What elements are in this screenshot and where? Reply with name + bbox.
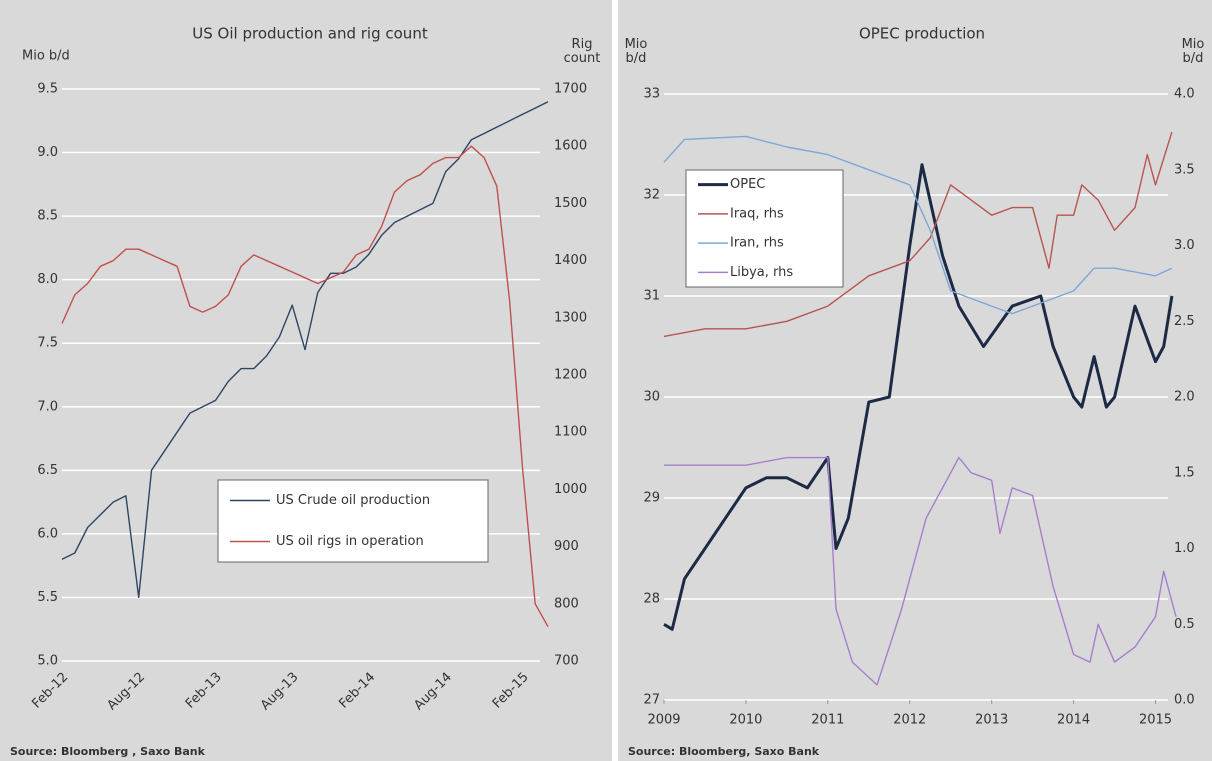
series-line — [61, 145, 549, 628]
series-line — [663, 135, 1173, 315]
x-tick-label: 2013 — [975, 713, 1008, 728]
x-tick-label: 2012 — [893, 713, 926, 728]
x-tick-label: 2011 — [811, 713, 844, 728]
y2-tick-label: 0.5 — [1174, 617, 1195, 632]
legend-label: US oil rigs in operation — [276, 534, 424, 549]
y2-tick-label: 2.5 — [1174, 314, 1195, 329]
y-tick-label: 8.5 — [37, 209, 58, 224]
x-tick-label: 2009 — [647, 713, 680, 728]
source: Source: Bloomberg, Saxo Bank — [628, 745, 820, 758]
y-tick-label: 30 — [643, 390, 660, 405]
y2-axis-label: Mio b/d — [1182, 37, 1205, 66]
y2-tick-label: 1.0 — [1174, 541, 1195, 556]
y2-tick-label: 4.0 — [1174, 87, 1195, 102]
legend — [217, 479, 489, 563]
source: Source: Bloomberg , Saxo Bank — [10, 745, 206, 758]
y2-tick-label: 1500 — [554, 196, 587, 211]
legend — [685, 169, 844, 288]
y-tick-label: 29 — [643, 491, 660, 506]
y-tick-label: 32 — [643, 188, 660, 203]
y-tick-label: 33 — [643, 87, 660, 102]
series-line — [663, 131, 1173, 338]
series-line — [664, 456, 1177, 686]
y-tick-label: 27 — [643, 693, 660, 708]
y2-tick-label: 1600 — [554, 139, 587, 154]
legend-label: US Crude oil production — [276, 493, 430, 508]
y2-tick-label: 1000 — [554, 482, 587, 497]
y-tick-label: 6.0 — [37, 526, 58, 541]
y-tick-label: 7.5 — [37, 336, 58, 351]
y-axis-label: Mio b/d — [625, 37, 648, 66]
y2-tick-label: 1700 — [554, 82, 587, 97]
legend-label: Iran, rhs — [730, 236, 784, 251]
legend-label: Libya, rhs — [730, 265, 793, 280]
panel — [618, 0, 1212, 761]
y2-tick-label: 3.0 — [1174, 238, 1195, 253]
y2-tick-label: 2.0 — [1174, 390, 1195, 405]
legend-label: OPEC — [730, 177, 765, 192]
y2-axis-label: Rig count — [564, 37, 601, 66]
y-tick-label: 28 — [643, 592, 660, 607]
y2-tick-label: 1200 — [554, 368, 587, 383]
chart-title: US Oil production and rig count — [192, 25, 428, 43]
y-tick-label: 9.0 — [37, 145, 58, 160]
x-tick-label: 2015 — [1139, 713, 1172, 728]
y-tick-label: 8.0 — [37, 272, 58, 287]
y-tick-label: 31 — [643, 289, 660, 304]
y2-tick-label: 1400 — [554, 253, 587, 268]
y2-tick-label: 1300 — [554, 310, 587, 325]
y-tick-label: 5.5 — [37, 590, 58, 605]
y-axis-label: Mio b/d — [22, 49, 70, 64]
y-tick-label: 9.5 — [37, 82, 58, 97]
y-tick-label: 6.5 — [37, 463, 58, 478]
panel — [0, 0, 612, 761]
y2-tick-label: 900 — [554, 539, 579, 554]
y2-tick-label: 800 — [554, 596, 579, 611]
y2-tick-label: 700 — [554, 654, 579, 669]
x-tick-label: 2014 — [1057, 713, 1090, 728]
chart-title: OPEC production — [859, 25, 985, 43]
y2-tick-label: 1.5 — [1174, 465, 1195, 480]
legend-label: Iraq, rhs — [730, 206, 784, 221]
y-tick-label: 7.0 — [37, 399, 58, 414]
y2-tick-label: 3.5 — [1174, 162, 1195, 177]
y2-tick-label: 1100 — [554, 425, 587, 440]
x-tick-label: 2010 — [729, 713, 762, 728]
series-line — [61, 101, 549, 599]
y-tick-label: 5.0 — [37, 654, 58, 669]
y2-tick-label: 0.0 — [1174, 693, 1195, 708]
series-line — [663, 163, 1174, 631]
